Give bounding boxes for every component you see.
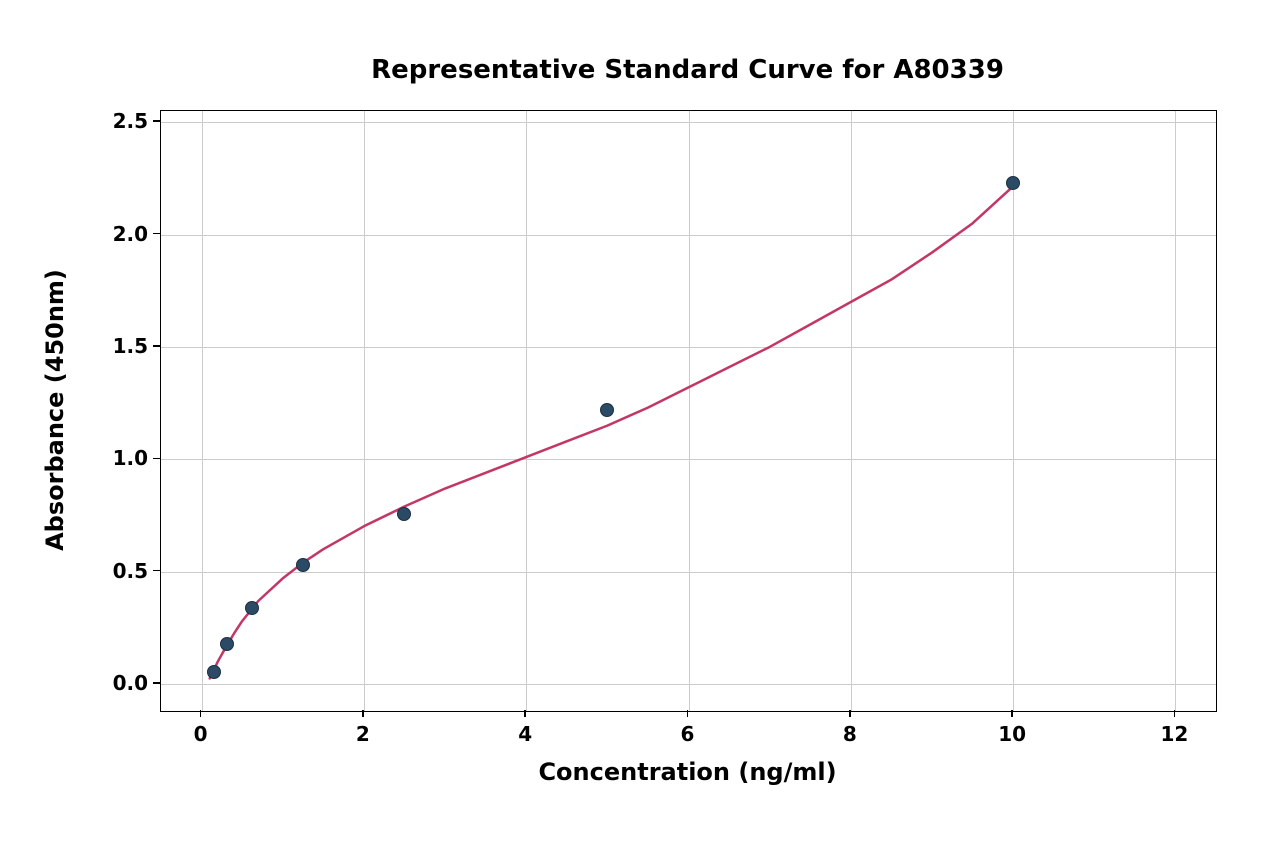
scatter-point	[1006, 176, 1020, 190]
x-tick-label: 10	[998, 722, 1026, 746]
y-tick-mark	[153, 233, 160, 235]
y-tick-label: 1.0	[113, 446, 148, 470]
plot-area	[160, 110, 1217, 712]
y-tick-mark	[153, 120, 160, 122]
x-tick-label: 2	[356, 722, 370, 746]
y-tick-label: 0.0	[113, 671, 148, 695]
y-tick-mark	[153, 570, 160, 572]
x-tick-mark	[362, 710, 364, 717]
x-tick-mark	[1011, 710, 1013, 717]
chart-container: Representative Standard Curve for A80339…	[0, 0, 1280, 845]
y-tick-label: 2.0	[113, 222, 148, 246]
chart-title: Representative Standard Curve for A80339	[371, 55, 1004, 85]
x-tick-mark	[849, 710, 851, 717]
x-tick-label: 12	[1161, 722, 1189, 746]
scatter-point	[397, 507, 411, 521]
x-tick-mark	[687, 710, 689, 717]
y-tick-label: 1.5	[113, 334, 148, 358]
y-tick-mark	[153, 682, 160, 684]
x-tick-label: 8	[843, 722, 857, 746]
scatter-point	[245, 601, 259, 615]
scatter-point	[220, 637, 234, 651]
scatter-point	[600, 403, 614, 417]
fitted-curve	[161, 111, 1216, 711]
x-tick-label: 4	[518, 722, 532, 746]
scatter-point	[207, 665, 221, 679]
y-axis-label: Absorbance (450nm)	[41, 269, 69, 551]
x-tick-mark	[200, 710, 202, 717]
y-tick-label: 0.5	[113, 559, 148, 583]
x-tick-mark	[1174, 710, 1176, 717]
y-tick-mark	[153, 458, 160, 460]
y-tick-mark	[153, 345, 160, 347]
scatter-point	[296, 558, 310, 572]
y-tick-label: 2.5	[113, 109, 148, 133]
x-tick-label: 0	[194, 722, 208, 746]
x-tick-mark	[524, 710, 526, 717]
x-tick-label: 6	[681, 722, 695, 746]
x-axis-label: Concentration (ng/ml)	[538, 758, 836, 786]
